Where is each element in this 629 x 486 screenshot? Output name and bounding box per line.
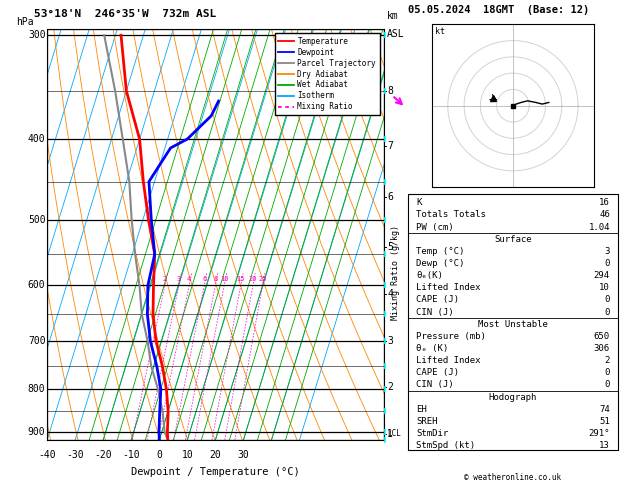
Text: 294: 294: [594, 271, 610, 280]
Text: 8: 8: [213, 276, 218, 282]
Text: 7: 7: [387, 141, 393, 151]
Text: 74: 74: [599, 405, 610, 414]
Text: 15: 15: [237, 276, 245, 282]
Text: CAPE (J): CAPE (J): [416, 295, 459, 304]
Text: 3: 3: [604, 247, 610, 256]
Text: © weatheronline.co.uk: © weatheronline.co.uk: [464, 473, 561, 482]
Text: 13: 13: [599, 441, 610, 450]
Text: 0: 0: [604, 381, 610, 389]
Text: 46: 46: [599, 210, 610, 219]
Text: 10: 10: [599, 283, 610, 292]
Text: 4: 4: [187, 276, 191, 282]
Text: 53°18'N  246°35'W  732m ASL: 53°18'N 246°35'W 732m ASL: [34, 9, 216, 19]
Text: 0: 0: [604, 259, 610, 268]
Text: 306: 306: [594, 344, 610, 353]
Text: 0: 0: [604, 295, 610, 304]
Text: 20: 20: [248, 276, 257, 282]
Text: 30: 30: [238, 450, 249, 460]
Text: Totals Totals: Totals Totals: [416, 210, 486, 219]
Text: Pressure (mb): Pressure (mb): [416, 332, 486, 341]
Text: Temp (°C): Temp (°C): [416, 247, 464, 256]
Text: Lifted Index: Lifted Index: [416, 283, 481, 292]
Text: Lifted Index: Lifted Index: [416, 356, 481, 365]
Text: 2: 2: [163, 276, 167, 282]
Text: 600: 600: [28, 280, 45, 291]
Text: 4: 4: [387, 289, 393, 299]
Text: 700: 700: [28, 336, 45, 346]
Text: kt: kt: [435, 27, 445, 36]
Text: 0: 0: [157, 450, 162, 460]
Text: 10: 10: [220, 276, 228, 282]
Text: 650: 650: [594, 332, 610, 341]
Text: StmSpd (kt): StmSpd (kt): [416, 441, 475, 450]
Text: 10: 10: [182, 450, 193, 460]
Text: 3: 3: [387, 336, 393, 346]
Text: θₑ(K): θₑ(K): [416, 271, 443, 280]
Text: 6: 6: [387, 192, 393, 202]
Text: 5: 5: [387, 243, 393, 252]
Text: Most Unstable: Most Unstable: [478, 320, 548, 329]
Text: CAPE (J): CAPE (J): [416, 368, 459, 377]
Text: 51: 51: [599, 417, 610, 426]
Text: CIN (J): CIN (J): [416, 308, 454, 316]
Text: -20: -20: [94, 450, 112, 460]
Text: ASL: ASL: [387, 29, 404, 39]
Text: km: km: [387, 11, 399, 21]
Text: 300: 300: [28, 30, 45, 40]
Text: θₑ (K): θₑ (K): [416, 344, 448, 353]
Text: 500: 500: [28, 215, 45, 225]
Text: LCL: LCL: [387, 429, 401, 437]
Text: 1.04: 1.04: [588, 223, 610, 231]
Text: 6: 6: [202, 276, 206, 282]
Text: 1: 1: [387, 429, 393, 439]
Text: 0: 0: [604, 308, 610, 316]
Text: Surface: Surface: [494, 235, 532, 243]
Text: 3: 3: [177, 276, 181, 282]
Text: hPa: hPa: [16, 17, 34, 27]
Legend: Temperature, Dewpoint, Parcel Trajectory, Dry Adiabat, Wet Adiabat, Isotherm, Mi: Temperature, Dewpoint, Parcel Trajectory…: [274, 33, 380, 115]
Text: EH: EH: [416, 405, 426, 414]
Text: StmDir: StmDir: [416, 429, 448, 438]
Text: 05.05.2024  18GMT  (Base: 12): 05.05.2024 18GMT (Base: 12): [408, 5, 589, 15]
Text: 8: 8: [387, 86, 393, 96]
Text: 2: 2: [387, 382, 393, 392]
Text: 16: 16: [599, 198, 610, 207]
Text: Dewp (°C): Dewp (°C): [416, 259, 464, 268]
Text: PW (cm): PW (cm): [416, 223, 454, 231]
Text: Mixing Ratio (g/kg): Mixing Ratio (g/kg): [391, 225, 399, 320]
Text: 400: 400: [28, 134, 45, 144]
Text: Dewpoint / Temperature (°C): Dewpoint / Temperature (°C): [131, 467, 300, 477]
Text: 800: 800: [28, 384, 45, 394]
Text: 900: 900: [28, 427, 45, 437]
Text: Hodograph: Hodograph: [489, 393, 537, 401]
Text: 2: 2: [604, 356, 610, 365]
Text: 25: 25: [259, 276, 267, 282]
Text: 291°: 291°: [588, 429, 610, 438]
Text: 20: 20: [209, 450, 221, 460]
Text: 0: 0: [604, 368, 610, 377]
Text: -40: -40: [38, 450, 56, 460]
Text: CIN (J): CIN (J): [416, 381, 454, 389]
Text: -30: -30: [67, 450, 84, 460]
Text: -10: -10: [123, 450, 140, 460]
Text: SREH: SREH: [416, 417, 438, 426]
Text: K: K: [416, 198, 421, 207]
